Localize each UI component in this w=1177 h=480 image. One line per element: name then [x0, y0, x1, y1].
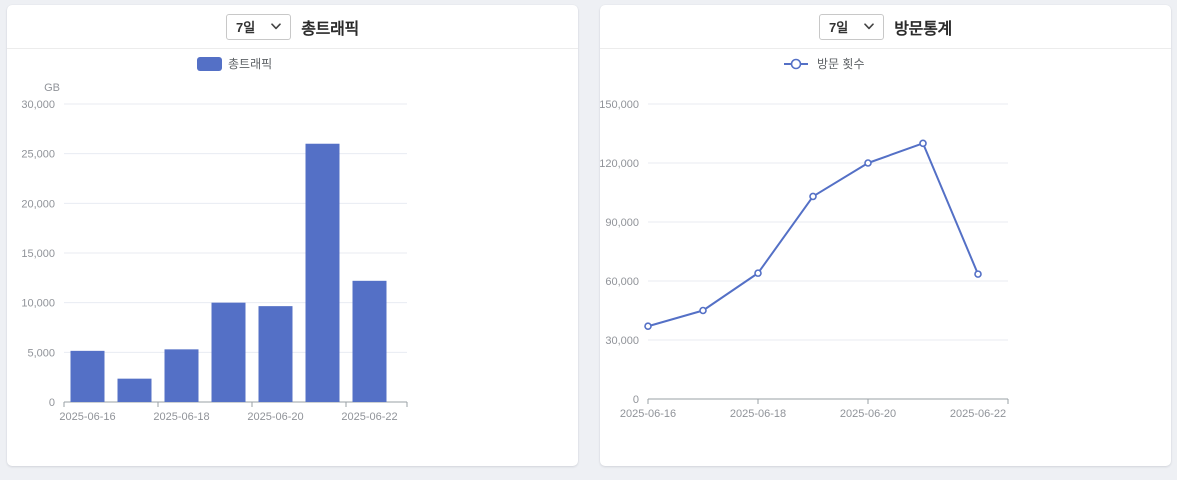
traffic-panel-header: 7일 총트래픽 [7, 5, 578, 49]
chevron-down-icon [864, 23, 875, 30]
traffic-bar-chart: 총트래픽 GB 0 5,000 10,000 15,000 20,000 25,000 30,0… [21, 57, 408, 423]
x-axis: 2025-06-16 2025-06-18 2025-06-20 2025-06-22 [620, 398, 1009, 420]
visits-period-select-value: 7일 [829, 20, 849, 35]
bar [70, 350, 105, 402]
traffic-panel: 7일 총트래픽 총트래픽 GB 0 5,000 10,000 15,000 20,000 25… [7, 5, 578, 466]
y-axis-unit: GB [44, 82, 60, 94]
x-tick-label: 2025-06-20 [840, 408, 896, 420]
y-tick-label: 0 [633, 394, 639, 406]
dashboard: 7일 총트래픽 총트래픽 GB 0 5,000 10,000 15,000 20,000 25… [7, 5, 1171, 466]
x-tick-label: 2025-06-22 [341, 411, 397, 423]
line-path [647, 142, 979, 328]
x-tick-label: 2025-06-18 [730, 408, 786, 420]
visits-period-select[interactable]: 7일 [819, 13, 885, 40]
visits-panel: 7일 방문통계 방문 횟수 0 30,000 60,000 90,000 120,000 1… [600, 5, 1171, 466]
x-tick-label: 2025-06-22 [950, 408, 1006, 420]
y-tick-label: 120,000 [600, 158, 639, 170]
data-point-marker [699, 306, 707, 315]
y-axis: 0 5,000 10,000 15,000 20,000 25,000 30,000 [21, 99, 407, 409]
visits-line-chart: 방문 횟수 0 30,000 60,000 90,000 120,000 150,000 20… [600, 57, 1009, 420]
chevron-down-icon [271, 23, 282, 30]
y-tick-label: 10,000 [21, 298, 55, 310]
bar [117, 378, 152, 402]
y-tick-label: 20,000 [21, 198, 55, 210]
y-tick-label: 0 [49, 397, 55, 409]
data-point-marker [809, 192, 817, 201]
y-tick-label: 150,000 [600, 99, 639, 111]
bar [164, 349, 199, 402]
bar [305, 143, 340, 402]
data-point-marker [754, 269, 762, 277]
legend-label: 방문 횟수 [817, 57, 865, 71]
traffic-period-select[interactable]: 7일 [226, 13, 292, 40]
legend-item[interactable]: 총트래픽 [197, 57, 272, 71]
data-point-marker [919, 139, 927, 148]
visits-panel-header: 7일 방문통계 [600, 5, 1171, 49]
legend-item[interactable]: 방문 횟수 [784, 57, 865, 71]
y-tick-label: 30,000 [605, 335, 639, 347]
data-point-marker [644, 322, 652, 331]
bar [258, 306, 293, 402]
traffic-panel-title: 총트래픽 [301, 20, 359, 38]
x-tick-label: 2025-06-18 [153, 411, 209, 423]
y-tick-label: 5,000 [27, 347, 55, 359]
y-tick-label: 60,000 [605, 276, 639, 288]
y-axis: 0 30,000 60,000 90,000 120,000 150,000 [600, 99, 1008, 406]
traffic-period-select-value: 7일 [236, 20, 256, 35]
x-axis: 2025-06-16 2025-06-18 2025-06-20 2025-06-22 [59, 401, 408, 423]
line-series [644, 139, 982, 331]
y-tick-label: 90,000 [605, 217, 639, 229]
legend-marker-icon [790, 58, 802, 70]
x-tick-label: 2025-06-16 [620, 408, 676, 420]
legend-swatch [197, 57, 222, 71]
data-point-marker [864, 159, 872, 167]
legend-label: 총트래픽 [228, 57, 272, 71]
x-tick-label: 2025-06-20 [247, 411, 303, 423]
bar-series [70, 143, 387, 402]
y-tick-label: 15,000 [21, 248, 55, 260]
y-tick-label: 30,000 [21, 99, 55, 111]
y-tick-label: 25,000 [21, 149, 55, 161]
data-point-marker [974, 270, 982, 278]
bar [352, 280, 387, 402]
x-tick-label: 2025-06-16 [59, 411, 115, 423]
bar [211, 302, 246, 402]
visits-panel-title: 방문통계 [894, 20, 952, 38]
